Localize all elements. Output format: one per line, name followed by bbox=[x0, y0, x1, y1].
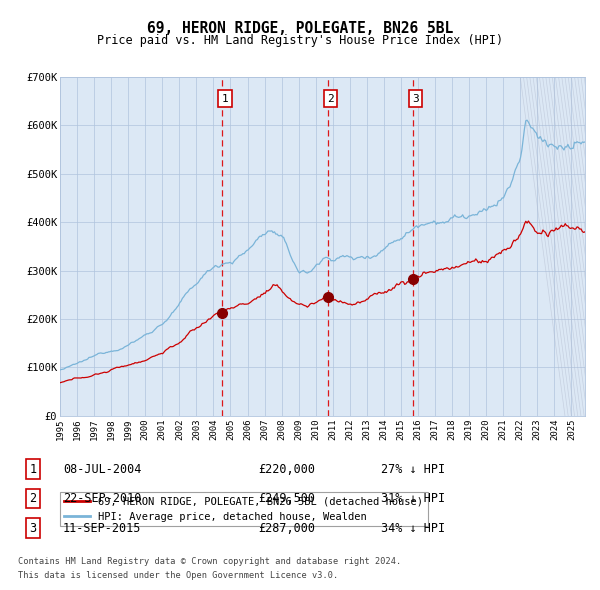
Text: 1: 1 bbox=[221, 93, 228, 103]
Text: 08-JUL-2004: 08-JUL-2004 bbox=[63, 463, 142, 476]
Text: This data is licensed under the Open Government Licence v3.0.: This data is licensed under the Open Gov… bbox=[18, 571, 338, 580]
Text: 27% ↓ HPI: 27% ↓ HPI bbox=[381, 463, 445, 476]
Text: £249,500: £249,500 bbox=[258, 492, 315, 505]
Text: 69, HERON RIDGE, POLEGATE, BN26 5BL: 69, HERON RIDGE, POLEGATE, BN26 5BL bbox=[147, 21, 453, 35]
Text: 3: 3 bbox=[412, 93, 419, 103]
Text: 34% ↓ HPI: 34% ↓ HPI bbox=[381, 522, 445, 535]
Text: £287,000: £287,000 bbox=[258, 522, 315, 535]
Legend: 69, HERON RIDGE, POLEGATE, BN26 5BL (detached house), HPI: Average price, detach: 69, HERON RIDGE, POLEGATE, BN26 5BL (det… bbox=[60, 493, 428, 526]
Text: 2: 2 bbox=[29, 492, 37, 505]
Text: Contains HM Land Registry data © Crown copyright and database right 2024.: Contains HM Land Registry data © Crown c… bbox=[18, 557, 401, 566]
Text: 11-SEP-2015: 11-SEP-2015 bbox=[63, 522, 142, 535]
Text: 1: 1 bbox=[29, 463, 37, 476]
Text: 31% ↓ HPI: 31% ↓ HPI bbox=[381, 492, 445, 505]
Text: Price paid vs. HM Land Registry's House Price Index (HPI): Price paid vs. HM Land Registry's House … bbox=[97, 34, 503, 47]
Text: 2: 2 bbox=[327, 93, 334, 103]
Text: 22-SEP-2010: 22-SEP-2010 bbox=[63, 492, 142, 505]
Text: 3: 3 bbox=[29, 522, 37, 535]
Text: £220,000: £220,000 bbox=[258, 463, 315, 476]
